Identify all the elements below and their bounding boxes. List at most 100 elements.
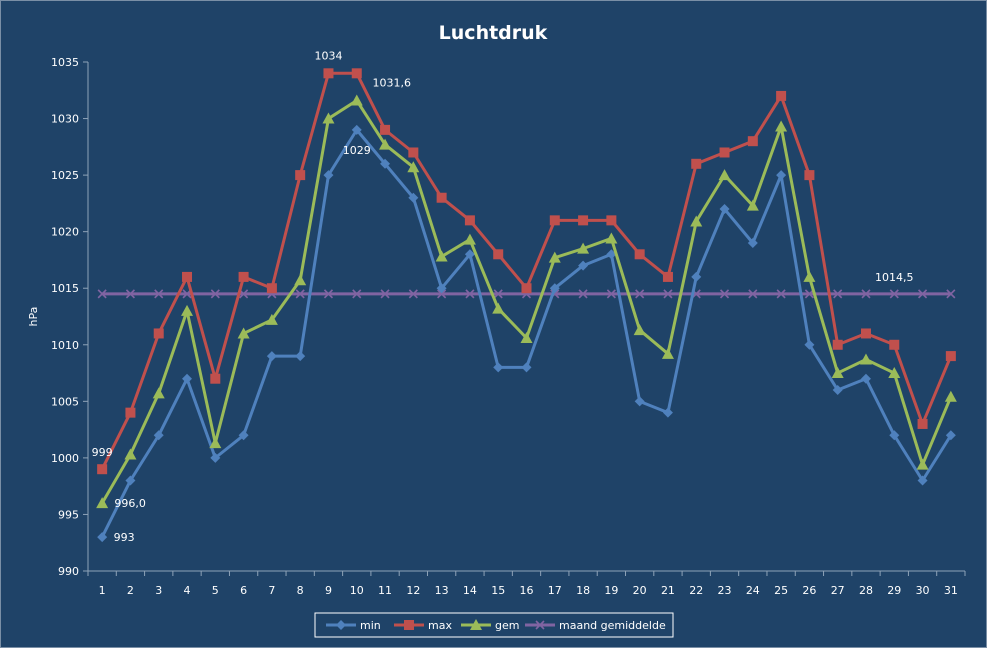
point-max bbox=[182, 271, 193, 282]
point-min bbox=[776, 170, 787, 181]
point-max bbox=[493, 249, 504, 260]
x-tick-label: 5 bbox=[212, 584, 219, 597]
y-axis-label: hPa bbox=[27, 307, 40, 327]
x-tick-label: 28 bbox=[859, 584, 873, 597]
x-tick-label: 24 bbox=[746, 584, 760, 597]
legend-label: min bbox=[360, 619, 381, 632]
legend-label: max bbox=[428, 619, 452, 632]
y-tick-label: 1000 bbox=[51, 452, 79, 465]
x-tick-label: 13 bbox=[435, 584, 449, 597]
point-maand-gemiddelde bbox=[663, 289, 673, 299]
x-tick-label: 22 bbox=[689, 584, 703, 597]
point-min bbox=[521, 362, 532, 373]
legend-label: maand gemiddelde bbox=[559, 619, 666, 632]
point-min bbox=[351, 124, 362, 135]
series-max bbox=[97, 68, 956, 475]
point-min bbox=[182, 373, 193, 384]
point-max bbox=[97, 464, 108, 475]
point-maand-gemiddelde bbox=[946, 289, 956, 299]
x-tick-label: 26 bbox=[802, 584, 816, 597]
point-gem bbox=[944, 390, 957, 402]
point-maand-gemiddelde bbox=[380, 289, 390, 299]
point-gem bbox=[661, 347, 674, 359]
point-max bbox=[691, 158, 702, 169]
legend: min max gem maand gemiddelde bbox=[314, 612, 674, 638]
legend-swatch-marker bbox=[404, 620, 414, 630]
x-tick-label: 30 bbox=[916, 584, 930, 597]
point-max bbox=[860, 328, 871, 339]
x-tick-label: 4 bbox=[184, 584, 191, 597]
point-max bbox=[436, 192, 447, 203]
point-min bbox=[578, 260, 589, 271]
point-gem bbox=[322, 112, 335, 124]
point-max bbox=[776, 90, 787, 101]
point-min bbox=[266, 351, 277, 362]
data-label: 999 bbox=[92, 446, 113, 459]
point-gem bbox=[775, 120, 788, 132]
point-max bbox=[210, 373, 221, 384]
point-gem bbox=[152, 387, 165, 399]
point-gem bbox=[209, 437, 222, 449]
point-maand-gemiddelde bbox=[833, 289, 843, 299]
point-gem bbox=[520, 331, 533, 343]
point-max bbox=[719, 147, 730, 158]
x-tick-label: 14 bbox=[463, 584, 477, 597]
data-label: 1029 bbox=[343, 144, 371, 157]
series-maand-gemiddelde bbox=[97, 289, 956, 299]
y-tick-label: 1010 bbox=[51, 339, 79, 352]
x-tick-label: 19 bbox=[604, 584, 618, 597]
x-tick-label: 25 bbox=[774, 584, 788, 597]
point-gem bbox=[379, 138, 392, 150]
point-max bbox=[606, 215, 617, 226]
point-maand-gemiddelde bbox=[465, 289, 475, 299]
point-max bbox=[521, 283, 532, 294]
point-maand-gemiddelde bbox=[606, 289, 616, 299]
point-gem bbox=[237, 327, 250, 339]
data-label: 996,0 bbox=[114, 497, 146, 510]
point-gem bbox=[407, 161, 420, 173]
point-min bbox=[634, 396, 645, 407]
point-min bbox=[719, 204, 730, 215]
point-gem bbox=[831, 367, 844, 379]
x-tick-label: 1 bbox=[99, 584, 106, 597]
point-max bbox=[464, 215, 475, 226]
point-min bbox=[97, 532, 108, 543]
x-tick-label: 8 bbox=[297, 584, 304, 597]
x-tick-label: 18 bbox=[576, 584, 590, 597]
point-min bbox=[889, 430, 900, 441]
point-maand-gemiddelde bbox=[437, 289, 447, 299]
x-tick-label: 20 bbox=[633, 584, 647, 597]
point-maand-gemiddelde bbox=[323, 289, 334, 299]
legend-swatch-marker bbox=[535, 620, 545, 630]
x-tick-label: 6 bbox=[240, 584, 247, 597]
point-min bbox=[436, 283, 447, 294]
point-min bbox=[860, 373, 871, 384]
y-tick-label: 1030 bbox=[51, 113, 79, 126]
point-maand-gemiddelde bbox=[917, 289, 928, 299]
point-max bbox=[917, 418, 928, 429]
point-gem bbox=[718, 169, 731, 181]
x-tick-label: 29 bbox=[887, 584, 901, 597]
point-min bbox=[917, 475, 928, 486]
y-tick-label: 1035 bbox=[51, 56, 79, 69]
point-maand-gemiddelde bbox=[635, 289, 645, 299]
x-tick-label: 17 bbox=[548, 584, 562, 597]
point-maand-gemiddelde bbox=[776, 289, 786, 299]
point-max bbox=[323, 68, 334, 79]
point-max bbox=[351, 68, 362, 79]
y-tick-label: 1025 bbox=[51, 169, 79, 182]
point-min bbox=[125, 475, 136, 486]
x-tick-label: 16 bbox=[520, 584, 534, 597]
point-max bbox=[380, 124, 391, 135]
x-tick-label: 2 bbox=[127, 584, 134, 597]
y-tick-label: 990 bbox=[58, 565, 79, 578]
point-maand-gemiddelde bbox=[889, 289, 899, 299]
point-gem bbox=[96, 497, 109, 509]
point-gem bbox=[548, 251, 561, 263]
point-max bbox=[295, 170, 306, 181]
point-maand-gemiddelde bbox=[578, 289, 588, 299]
series-line-max bbox=[100, 71, 953, 470]
legend-item-min: min bbox=[326, 619, 381, 632]
legend-item-maand-gemiddelde: maand gemiddelde bbox=[525, 619, 666, 632]
